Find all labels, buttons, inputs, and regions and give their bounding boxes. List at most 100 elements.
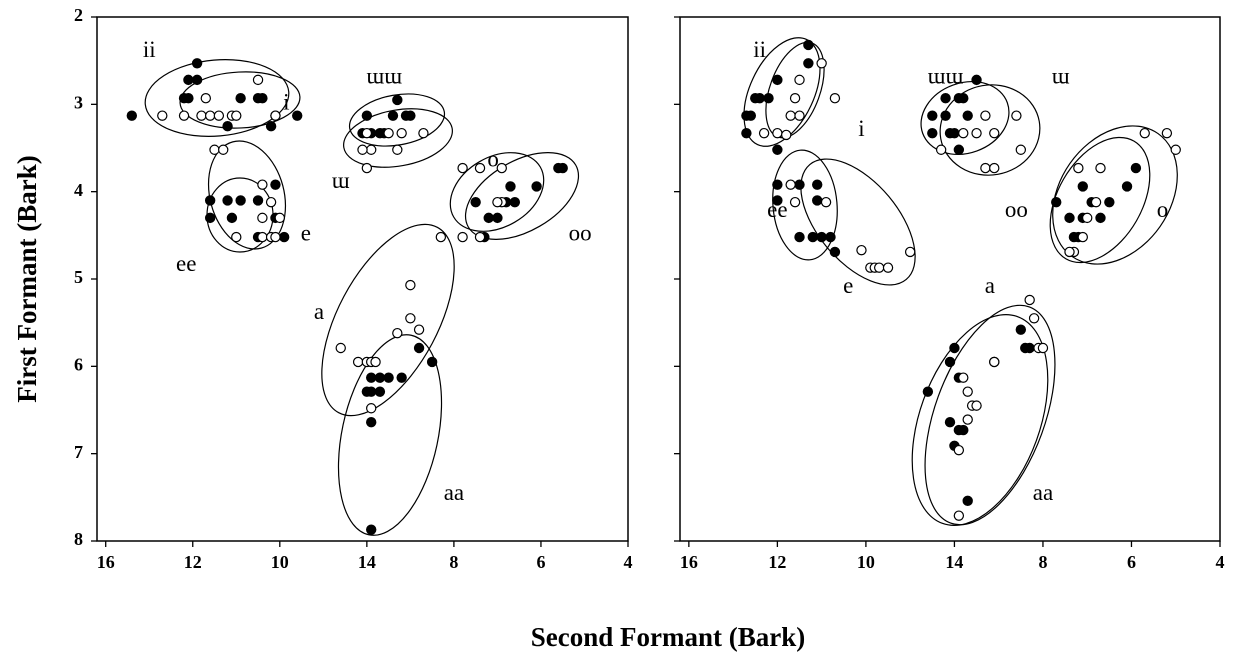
x-tick-label: 14 [358, 552, 376, 572]
point [962, 495, 973, 507]
point [366, 417, 377, 428]
point [274, 212, 286, 224]
vowel-label: i [283, 90, 289, 115]
ellipse [343, 108, 453, 168]
point [1095, 212, 1106, 224]
vowel-label: o [487, 146, 499, 171]
point [882, 262, 894, 273]
point [1011, 110, 1022, 121]
vowel-label: e [301, 221, 311, 246]
point [405, 279, 416, 291]
point [935, 144, 947, 155]
point [183, 74, 194, 86]
point [257, 231, 268, 243]
point [794, 179, 805, 190]
x-tick-label: 10 [271, 552, 289, 572]
point [178, 110, 190, 121]
y-tick-label: 4 [74, 180, 83, 200]
point [785, 110, 796, 121]
point [492, 196, 503, 208]
y-tick-label: 2 [74, 5, 83, 25]
point [191, 58, 203, 69]
point [374, 386, 386, 397]
point [754, 93, 765, 104]
point [1024, 342, 1035, 354]
point [829, 93, 841, 104]
ellipse [179, 71, 301, 129]
vowel-label: ii [753, 37, 766, 62]
point [922, 386, 934, 397]
point [252, 195, 264, 206]
ellipse [743, 37, 821, 147]
point [278, 231, 290, 243]
point [803, 39, 814, 51]
point [958, 93, 969, 104]
point [257, 93, 268, 104]
point [204, 110, 216, 121]
point [396, 372, 407, 383]
point [474, 162, 486, 174]
vowel-label: ɯɯ [928, 63, 964, 88]
point [812, 195, 823, 206]
point [794, 74, 805, 86]
x-tick-label: 6 [536, 552, 545, 572]
ellipse [800, 158, 916, 286]
point [1077, 181, 1088, 192]
point [1037, 342, 1049, 354]
point [816, 231, 827, 243]
x-tick-label: 16 [97, 552, 115, 572]
point [794, 110, 805, 121]
vowel-label: ɯɯ [366, 63, 402, 88]
point [383, 127, 394, 139]
point [958, 127, 969, 139]
vowel-label: a [314, 299, 324, 324]
point [971, 74, 982, 86]
vowel-label: ɯ [1052, 63, 1070, 88]
point [1161, 127, 1173, 139]
point [789, 196, 801, 208]
point [1024, 294, 1035, 306]
point [361, 162, 373, 174]
point [904, 246, 916, 258]
ellipse [348, 93, 446, 147]
point [257, 179, 268, 190]
point [1015, 324, 1027, 335]
point [772, 179, 783, 190]
point [457, 162, 468, 174]
point [962, 110, 973, 121]
point [204, 195, 216, 206]
point [361, 110, 373, 121]
point [457, 231, 468, 243]
ellipse [911, 314, 1049, 526]
point [557, 162, 568, 174]
point [492, 212, 503, 224]
point [157, 110, 168, 121]
point [1051, 196, 1062, 208]
ellipse [920, 81, 1010, 155]
point [741, 127, 752, 139]
point [785, 179, 796, 190]
point [940, 93, 951, 104]
vowel-label: ii [143, 37, 156, 62]
ellipse [772, 149, 838, 261]
point [794, 231, 805, 243]
point [1015, 144, 1027, 155]
x-tick-label: 12 [184, 552, 202, 572]
point [226, 212, 238, 224]
point [257, 212, 268, 224]
point [405, 313, 416, 324]
ellipse [321, 223, 455, 417]
point [209, 144, 220, 155]
point [745, 110, 757, 121]
point [392, 327, 403, 339]
point [944, 356, 956, 368]
point [509, 196, 521, 208]
y-tick-label: 3 [74, 92, 83, 112]
vowel-label: aa [1033, 480, 1053, 505]
point [1104, 196, 1115, 208]
point [370, 356, 381, 368]
point [949, 127, 960, 139]
y-tick-label: 5 [74, 267, 83, 287]
point [971, 400, 982, 411]
